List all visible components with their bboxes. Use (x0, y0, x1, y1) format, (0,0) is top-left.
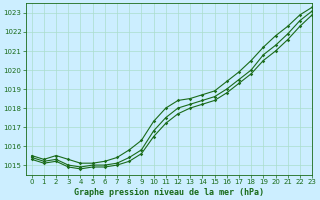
X-axis label: Graphe pression niveau de la mer (hPa): Graphe pression niveau de la mer (hPa) (74, 188, 264, 197)
